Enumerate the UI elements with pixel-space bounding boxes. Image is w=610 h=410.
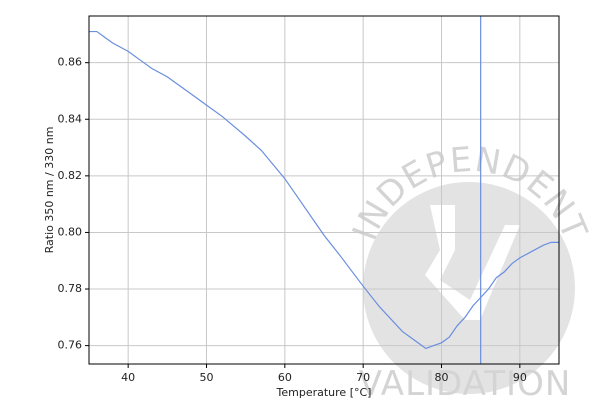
x-tick-label: 70 [356,371,370,384]
y-tick-label: 0.86 [58,56,83,69]
watermark-bottom: VALIDATION [359,364,571,404]
y-tick-label: 0.78 [58,282,83,295]
y-tick-label: 0.76 [58,339,83,352]
watermark-text: VALIDATION [359,364,572,404]
y-axis-label: Ratio 350 nm / 330 nm [43,127,56,254]
x-axis-label: Temperature [°C] [276,386,372,399]
x-tick-label: 40 [121,371,135,384]
data-line [89,30,559,350]
x-tick-label: 50 [200,371,214,384]
y-tick-label: 0.80 [58,225,83,238]
x-tick-label: 60 [278,371,292,384]
plot-frame [88,15,560,365]
x-tick-label: 80 [435,371,449,384]
y-tick-label: 0.84 [58,112,83,125]
y-tick-label: 0.82 [58,169,83,182]
x-tick-label: 90 [513,371,527,384]
